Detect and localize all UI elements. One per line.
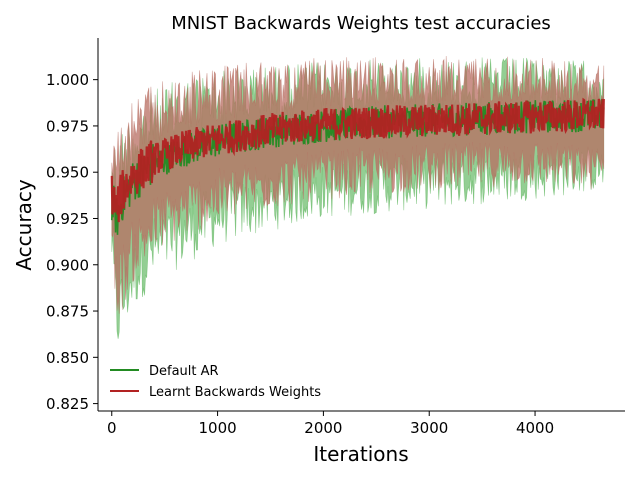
- x-tick-label: 2000: [304, 419, 342, 437]
- x-tick-label: 0: [107, 419, 117, 437]
- x-tick-label: 1000: [198, 419, 236, 437]
- x-ticks: 0 1000 2000 3000 4000: [107, 411, 554, 437]
- series-bands: [111, 55, 605, 339]
- line-learnt-backwards-weights: [110, 97, 605, 223]
- legend-label-learnt-backwards-weights: Learnt Backwards Weights: [149, 385, 321, 400]
- x-axis-label: Iterations: [313, 442, 408, 466]
- y-ticks: 0.825 0.850 0.875 0.900 0.925 0.950 0.975 1.000: [46, 71, 98, 413]
- y-tick-label: 0.875: [46, 303, 89, 321]
- y-tick-label: 0.825: [46, 395, 89, 413]
- y-tick-label: 1.000: [46, 71, 89, 89]
- series-lines: [110, 97, 605, 235]
- y-tick-label: 0.900: [46, 256, 89, 274]
- chart-title: MNIST Backwards Weights test accuracies: [171, 13, 551, 34]
- x-tick-label: 3000: [410, 419, 448, 437]
- legend: Default AR Learnt Backwards Weights: [110, 364, 321, 400]
- y-axis-label: Accuracy: [12, 179, 36, 270]
- y-tick-label: 0.950: [46, 164, 89, 182]
- plot-area: [110, 55, 605, 339]
- y-tick-label: 0.850: [46, 349, 89, 367]
- x-tick-label: 4000: [516, 419, 554, 437]
- y-tick-label: 0.975: [46, 117, 89, 135]
- legend-label-default-ar: Default AR: [149, 364, 219, 379]
- y-tick-label: 0.925: [46, 210, 89, 228]
